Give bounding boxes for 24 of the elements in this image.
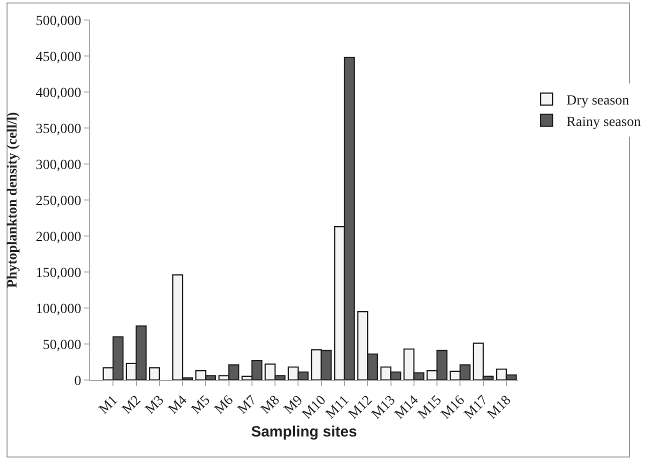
y-tick-label: 50,000 [42,338,82,353]
y-tick-label: 500,000 [36,14,82,29]
x-tick-label: M1 [96,392,121,418]
x-tick-label: M7 [235,392,260,418]
y-tick-label: 350,000 [36,122,82,137]
x-tick-label: M3 [142,392,168,418]
x-tick-label: M8 [258,392,283,418]
y-tick-label: 150,000 [36,266,82,281]
x-tick-label: M2 [120,392,144,418]
y-tick-label: 250,000 [36,194,82,209]
y-tick-label: 0 [74,374,82,389]
legend-label: Rainy season [566,114,641,130]
y-axis-title: Phytoplankton density (cell/l) [5,112,20,288]
legend-label: Dry season [566,94,630,109]
y-tick-label: 300,000 [36,158,82,173]
x-tick-label: M4 [166,392,190,418]
x-tick-label: M5 [189,392,214,418]
y-tick-label: 450,000 [36,50,82,65]
bar [148,367,160,380]
y-tick-label: 200,000 [36,230,82,245]
y-tick-label: 400,000 [36,86,82,101]
y-tick-label: 100,000 [36,302,82,317]
x-tick-label: M6 [212,392,237,418]
x-axis-title: Sampling sites [251,423,357,440]
